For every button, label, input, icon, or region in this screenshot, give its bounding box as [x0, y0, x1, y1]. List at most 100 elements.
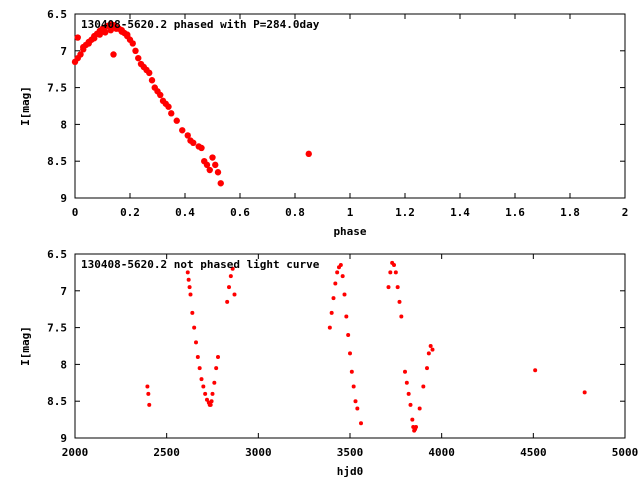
data-point — [148, 77, 156, 84]
data-point — [146, 69, 153, 77]
data-point — [397, 299, 402, 304]
y-tick-label: 9 — [60, 192, 67, 205]
data-point — [327, 325, 332, 330]
y-tick-label: 7.5 — [47, 82, 67, 95]
data-point — [198, 144, 205, 152]
y-tick-label: 8 — [60, 358, 67, 371]
data-point — [351, 384, 356, 389]
data-point — [197, 366, 202, 371]
data-point — [426, 351, 431, 356]
data-point — [406, 391, 411, 396]
data-point — [214, 169, 222, 176]
data-point — [410, 417, 415, 422]
data-point — [227, 285, 231, 290]
x-tick-label: 2 — [622, 206, 629, 219]
data-point — [110, 51, 117, 58]
y-tick-label: 7 — [60, 45, 67, 58]
data-point — [353, 399, 358, 404]
data-point — [107, 26, 114, 34]
data-point — [102, 29, 109, 36]
x-tick-label: 0.8 — [285, 206, 305, 219]
data-point — [165, 103, 172, 110]
x-tick-label: 3500 — [337, 446, 364, 459]
y-axis-label: I[mag] — [19, 86, 32, 126]
data-point — [157, 91, 164, 99]
phased-light-curve-panel: 0 0.2 0.4 0.6 0.8 1 1.2 1.4 1.6 1.8 2 6.5 7 7.5 8 8.5 9 p… — [19, 8, 628, 238]
y-tick-label: 8 — [60, 118, 67, 131]
x-tick-label: 4500 — [520, 446, 547, 459]
data-point — [190, 139, 197, 146]
data-point — [428, 344, 433, 348]
data-point — [305, 150, 312, 158]
data-point — [386, 285, 391, 290]
data-point — [582, 390, 587, 395]
data-point — [186, 277, 191, 282]
x-tick-label: 1 — [347, 206, 354, 219]
plot-frame — [74, 253, 626, 439]
x-tick-label: 1.8 — [560, 206, 580, 219]
x-tick-label: 1.4 — [450, 206, 470, 219]
data-point — [209, 154, 216, 161]
data-point — [216, 355, 220, 360]
data-point — [203, 391, 208, 396]
data-point — [184, 132, 191, 139]
data-point — [348, 351, 352, 356]
data-point — [340, 274, 345, 279]
data-point — [355, 406, 360, 411]
data-point — [188, 292, 193, 297]
data-point — [333, 281, 338, 286]
data-point — [232, 292, 237, 297]
data-point — [403, 369, 407, 374]
data-point — [217, 180, 224, 187]
y-tick-label: 8.5 — [47, 395, 67, 408]
data-point — [230, 266, 235, 271]
data-point — [399, 314, 404, 319]
data-point — [85, 40, 92, 47]
data-point — [338, 263, 343, 268]
data-point — [225, 299, 230, 304]
data-point — [210, 391, 215, 396]
x-tick-label: 5000 — [612, 446, 639, 459]
raw-light-curve-panel: 2000 2500 3000 3500 4000 4500 5000 6.5 7 7.5 8 8.5 9… — [19, 248, 638, 478]
data-point — [91, 35, 98, 42]
data-point — [179, 127, 186, 134]
data-point — [199, 377, 204, 382]
data-point — [185, 270, 190, 275]
data-point — [147, 402, 152, 407]
data-point — [430, 347, 435, 352]
data-point — [113, 25, 120, 32]
data-point — [187, 285, 192, 290]
x-tick-label: 3000 — [245, 446, 272, 459]
x-tick-label: 4000 — [428, 446, 455, 459]
x-tick-label: 0.6 — [230, 206, 250, 219]
y-tick-label: 6.5 — [47, 248, 67, 261]
data-point — [205, 397, 209, 402]
data-point — [203, 161, 211, 169]
data-point — [388, 270, 393, 275]
data-point — [135, 54, 142, 62]
chart-title: 130408-5620.2 not phased light curve — [81, 258, 320, 271]
data-point — [124, 31, 131, 38]
data-point — [96, 31, 103, 38]
y-tick-label: 6.5 — [47, 8, 67, 21]
data-point — [145, 384, 150, 389]
data-point — [146, 391, 151, 396]
data-point — [74, 34, 81, 41]
data-point — [212, 380, 217, 385]
data-point — [359, 421, 363, 426]
data-point — [173, 117, 180, 124]
data-point — [208, 402, 213, 407]
x-tick-label: 0.4 — [175, 206, 195, 219]
data-point — [132, 47, 139, 54]
data-point — [408, 402, 413, 407]
data-point — [395, 285, 400, 290]
data-point — [80, 43, 87, 51]
data-point — [228, 274, 233, 279]
data-point — [533, 368, 538, 373]
x-tick-label: 2500 — [153, 446, 180, 459]
data-point — [342, 292, 347, 297]
data-point — [344, 314, 349, 319]
x-axis-label: hjd0 — [337, 465, 364, 478]
data-point — [329, 310, 334, 315]
